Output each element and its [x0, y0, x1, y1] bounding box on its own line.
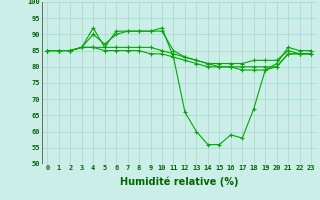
X-axis label: Humidité relative (%): Humidité relative (%) [120, 177, 238, 187]
